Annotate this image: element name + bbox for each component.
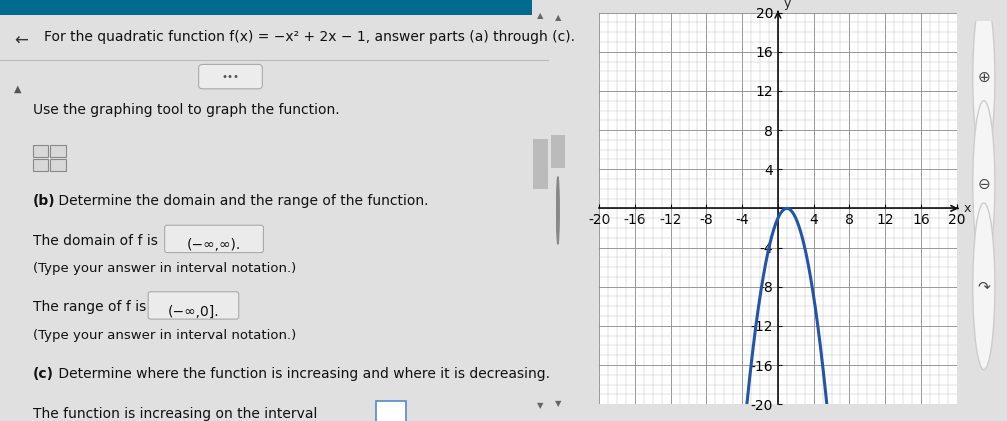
Circle shape [973,101,995,267]
Bar [534,139,548,189]
Text: ▲: ▲ [538,11,544,19]
FancyBboxPatch shape [165,225,264,253]
Text: For the quadratic function f(x) = −x² + 2x − 1, answer parts (a) through (c).: For the quadratic function f(x) = −x² + … [44,30,575,44]
Text: Use the graphing tool to graph the function.: Use the graphing tool to graph the funct… [33,103,339,117]
Text: ⊕: ⊕ [978,70,990,85]
Text: ←: ← [14,32,27,50]
Text: ▲: ▲ [555,13,561,21]
Bar [0,0,549,15]
Circle shape [973,203,995,370]
Text: ▼: ▼ [555,400,561,408]
Text: (c): (c) [33,367,54,381]
Text: ⊖: ⊖ [978,176,990,192]
Bar [533,0,549,421]
Text: ▼: ▼ [538,402,544,410]
Text: Determine where the function is increasing and where it is decreasing.: Determine where the function is increasi… [53,367,550,381]
Bar [376,401,406,421]
Text: The function is increasing on the interval: The function is increasing on the interv… [33,407,321,421]
FancyBboxPatch shape [198,64,263,89]
Circle shape [557,194,559,244]
FancyBboxPatch shape [148,292,239,319]
Bar [50,159,65,171]
Text: •••: ••• [222,72,240,82]
Bar [33,159,48,171]
Bar [551,135,565,168]
Text: The domain of f is: The domain of f is [33,234,162,248]
Text: Determine the domain and the range of the function.: Determine the domain and the range of th… [53,194,428,208]
Text: ▲: ▲ [14,84,21,94]
Text: y: y [783,0,790,10]
Text: (Type your answer in interval notation.): (Type your answer in interval notation.) [33,262,296,275]
Text: (−∞,0].: (−∞,0]. [167,304,220,318]
Bar [50,145,65,157]
Text: (b): (b) [33,194,55,208]
Circle shape [973,0,995,161]
Circle shape [557,177,559,227]
Text: (−∞,∞).: (−∞,∞). [187,238,241,252]
Text: x: x [964,202,971,215]
Text: ↷: ↷ [978,279,990,294]
Text: The range of f is: The range of f is [33,300,151,314]
Bar [33,145,48,157]
Text: (Type your answer in interval notation.): (Type your answer in interval notation.) [33,329,296,342]
Circle shape [557,185,559,236]
